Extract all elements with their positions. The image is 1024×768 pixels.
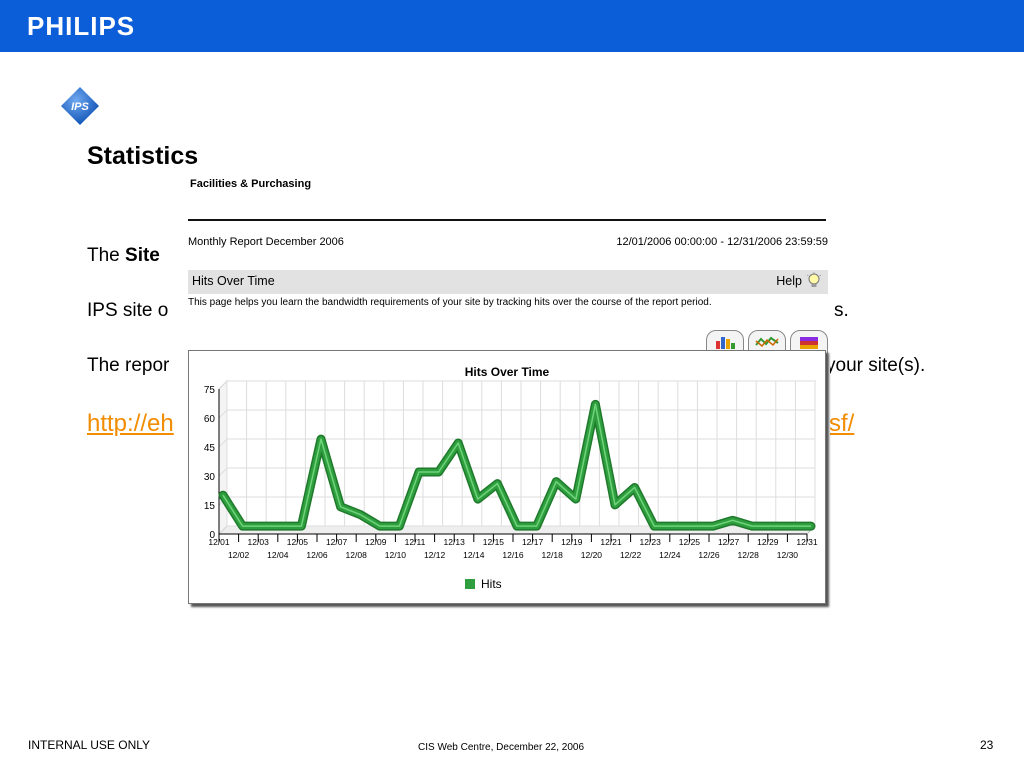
body-line-3: The repor bbox=[87, 355, 170, 376]
statistics-screenshot: Facilities & Purchasing Monthly Report D… bbox=[186, 170, 830, 610]
x-tick-label: 12/29 bbox=[757, 537, 779, 547]
y-tick-label: 15 bbox=[204, 501, 216, 512]
body-line-3-tail: your site(s). bbox=[826, 355, 926, 376]
lightbulb-icon bbox=[806, 272, 822, 287]
line-chart-icon bbox=[755, 336, 779, 348]
y-tick-label: 45 bbox=[204, 443, 216, 454]
help-button[interactable]: Help bbox=[776, 272, 822, 290]
y-tick-label: 60 bbox=[204, 414, 216, 425]
x-tick-label: 12/31 bbox=[796, 537, 818, 547]
hits-over-time-chart: 0 15 30 45 60 75 12/01 12/02 12/03 12/04 12/05 12/0… bbox=[204, 379, 818, 560]
x-tick-label: 12/06 bbox=[306, 550, 328, 560]
stats-link-end[interactable]: sf/ bbox=[829, 410, 855, 437]
x-tick-label: 12/05 bbox=[287, 537, 309, 547]
plot-side-wall bbox=[218, 379, 228, 536]
legend-label: Hits bbox=[481, 577, 502, 591]
y-tick-label: 75 bbox=[204, 385, 216, 396]
x-tick-label: 12/19 bbox=[561, 537, 583, 547]
section-title: Hits Over Time bbox=[192, 274, 275, 288]
x-tick-label: 12/14 bbox=[463, 550, 485, 560]
legend-swatch bbox=[465, 579, 475, 589]
x-tick-label: 12/13 bbox=[444, 537, 466, 547]
x-tick-label: 12/16 bbox=[502, 550, 524, 560]
philips-logo: PHILIPS bbox=[27, 11, 136, 41]
x-tick-label: 12/01 bbox=[208, 537, 230, 547]
bar-chart-icon bbox=[716, 337, 735, 349]
x-tick-label: 12/07 bbox=[326, 537, 348, 547]
x-tick-label: 12/03 bbox=[248, 537, 270, 547]
ips-logo-icon: IPS bbox=[61, 87, 99, 125]
page-description: This page helps you learn the bandwidth … bbox=[188, 297, 712, 308]
x-tick-label: 12/15 bbox=[483, 537, 505, 547]
help-label: Help bbox=[776, 274, 802, 288]
svg-text:IPS: IPS bbox=[71, 101, 89, 113]
body-line-1: The Site bbox=[87, 245, 160, 266]
y-tick-label: 0 bbox=[209, 530, 215, 541]
x-tick-label: 12/27 bbox=[718, 537, 740, 547]
grid-line-side bbox=[218, 409, 228, 419]
x-tick-label: 12/18 bbox=[542, 550, 564, 560]
x-tick-label: 12/04 bbox=[267, 550, 289, 560]
x-tick-label: 12/22 bbox=[620, 550, 642, 560]
org-name: Facilities & Purchasing bbox=[190, 178, 312, 190]
x-tick-label: 12/23 bbox=[640, 537, 662, 547]
x-tick-label: 12/11 bbox=[405, 537, 426, 547]
x-tick-label: 12/09 bbox=[365, 537, 387, 547]
x-tick-label: 12/12 bbox=[424, 550, 446, 560]
chart-title: Hits Over Time bbox=[464, 365, 550, 379]
chart-panel: Hits Over Time 0 15 30 45 60 75 12/01 12/02 12/0… bbox=[188, 350, 826, 604]
x-tick-label: 12/17 bbox=[522, 537, 544, 547]
grid-line-side bbox=[218, 438, 228, 448]
chart-legend: Hits bbox=[465, 577, 502, 591]
section-header: Hits Over Time Help bbox=[188, 270, 828, 294]
x-tick-label: 12/24 bbox=[659, 550, 681, 560]
x-tick-label: 12/28 bbox=[738, 550, 760, 560]
x-tick-label: 12/20 bbox=[581, 550, 603, 560]
y-tick-label: 30 bbox=[204, 472, 216, 483]
footer-classification: INTERNAL USE ONLY bbox=[28, 738, 151, 752]
grid-line-side bbox=[218, 380, 228, 390]
x-tick-label: 12/08 bbox=[346, 550, 368, 560]
x-tick-label: 12/02 bbox=[228, 550, 250, 560]
x-tick-label: 12/30 bbox=[777, 550, 799, 560]
stats-link-start[interactable]: http://eh bbox=[87, 410, 174, 437]
x-tick-label: 12/10 bbox=[385, 550, 407, 560]
divider bbox=[188, 219, 826, 221]
grid-line-side bbox=[218, 525, 228, 535]
x-tick-label: 12/26 bbox=[698, 550, 720, 560]
area-chart-icon bbox=[800, 337, 818, 349]
x-tick-label: 12/25 bbox=[679, 537, 701, 547]
report-name: Monthly Report December 2006 bbox=[188, 236, 344, 248]
x-tick-label: 12/21 bbox=[600, 537, 622, 547]
header-bar: PHILIPS bbox=[0, 0, 1024, 52]
report-range: 12/01/2006 00:00:00 - 12/31/2006 23:59:5… bbox=[616, 236, 828, 248]
body-line-2: IPS site o bbox=[87, 300, 169, 321]
grid-line-side bbox=[218, 467, 228, 477]
page-number: 23 bbox=[980, 738, 994, 752]
body-line-2-tail: s. bbox=[834, 300, 849, 321]
footer-center: CIS Web Centre, December 22, 2006 bbox=[418, 742, 585, 753]
slide-title: Statistics bbox=[87, 142, 199, 170]
